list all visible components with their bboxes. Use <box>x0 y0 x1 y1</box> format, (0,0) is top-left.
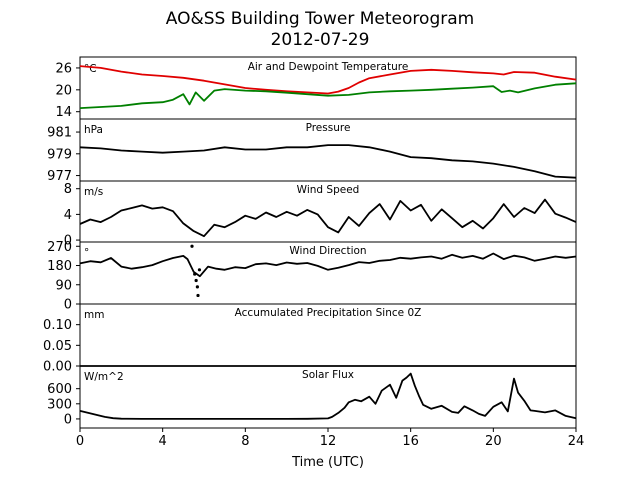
chart-subtitle: 2012-07-29 <box>271 30 370 50</box>
plot-pressure: 977 979 981 <box>47 118 577 184</box>
y-tick-label-wind-direction: 0 <box>64 298 72 313</box>
y-tick-label-temperature: 26 <box>55 61 72 76</box>
y-tick-label-wind-direction: 180 <box>47 259 72 274</box>
y-tick-label-precipitation: 0.05 <box>43 339 72 354</box>
panel-solar-flux: Solar Flux W/m^2 <box>84 369 354 383</box>
panel-precipitation: Accumulated Precipitation Since 0Z mm <box>84 307 421 321</box>
panel-wind-direction: Wind Direction ° <box>84 245 367 259</box>
y-tick-label-wind-speed: 8 <box>64 182 72 197</box>
unit-label-wind-direction: ° <box>84 247 89 259</box>
scatter-point-wind-direction <box>195 285 199 289</box>
x-tick-label: 24 <box>568 434 585 449</box>
x-tick-label: 16 <box>402 434 419 449</box>
y-tick-label-precipitation: 0.10 <box>43 318 72 333</box>
series-line-temperature-1 <box>79 82 577 109</box>
series-line-solar-flux-0 <box>79 372 577 420</box>
series-line-wind-speed-0 <box>79 198 577 238</box>
unit-label-pressure: hPa <box>84 124 103 136</box>
y-tick-label-wind-direction: 270 <box>47 240 72 255</box>
x-tick-label: 8 <box>241 434 249 449</box>
panel-title-wind-direction: Wind Direction <box>289 245 366 257</box>
x-tick-label: 20 <box>485 434 502 449</box>
scatter-point-wind-direction <box>193 272 197 276</box>
y-tick-label-solar-flux: 0 <box>64 412 72 427</box>
x-tick-label: 12 <box>320 434 337 449</box>
panel-pressure: Pressure hPa <box>84 122 350 136</box>
y-tick-label-wind-speed: 0 <box>64 234 72 249</box>
panel-title-wind-speed: Wind Speed <box>297 184 360 196</box>
y-tick-label-wind-speed: 4 <box>64 208 72 223</box>
scatter-point-wind-direction <box>197 268 202 272</box>
y-tick-label-temperature: 20 <box>55 83 72 98</box>
unit-label-wind-speed: m/s <box>84 186 103 198</box>
x-tick-label: 0 <box>76 434 84 449</box>
y-tick-label-solar-flux: 300 <box>47 397 72 412</box>
y-tick-label-temperature: 14 <box>55 105 72 120</box>
unit-label-temperature: °C <box>84 63 97 75</box>
y-tick-label-pressure: 979 <box>47 147 72 162</box>
y-tick-label-precipitation: 0.00 <box>43 360 72 375</box>
series-line-temperature-0 <box>79 65 577 95</box>
panel-title-pressure: Pressure <box>306 122 351 134</box>
unit-label-precipitation: mm <box>84 309 104 321</box>
y-tick-label-solar-flux: 600 <box>47 382 72 397</box>
panel-title-precipitation: Accumulated Precipitation Since 0Z <box>235 307 422 319</box>
series-line-pressure-0 <box>79 144 577 179</box>
scatter-point-wind-direction <box>190 244 194 248</box>
y-tick-label-pressure: 981 <box>47 126 72 141</box>
series-line-wind-direction-0 <box>79 252 577 278</box>
unit-label-solar-flux: W/m^2 <box>84 371 124 383</box>
panel-wind-speed: Wind Speed m/s <box>84 184 359 198</box>
x-axis-label: Time (UTC) <box>291 455 364 470</box>
y-tick-label-pressure: 977 <box>47 169 72 184</box>
panel-title-temperature: Air and Dewpoint Temperature <box>248 61 409 73</box>
y-tick-label-wind-direction: 90 <box>55 278 72 293</box>
chart-title: AO&SS Building Tower Meteorogram <box>166 9 474 29</box>
x-tick-label: 4 <box>159 434 167 449</box>
panel-title-solar-flux: Solar Flux <box>302 369 354 381</box>
scatter-point-wind-direction <box>196 293 200 298</box>
scatter-point-wind-direction <box>194 278 198 283</box>
